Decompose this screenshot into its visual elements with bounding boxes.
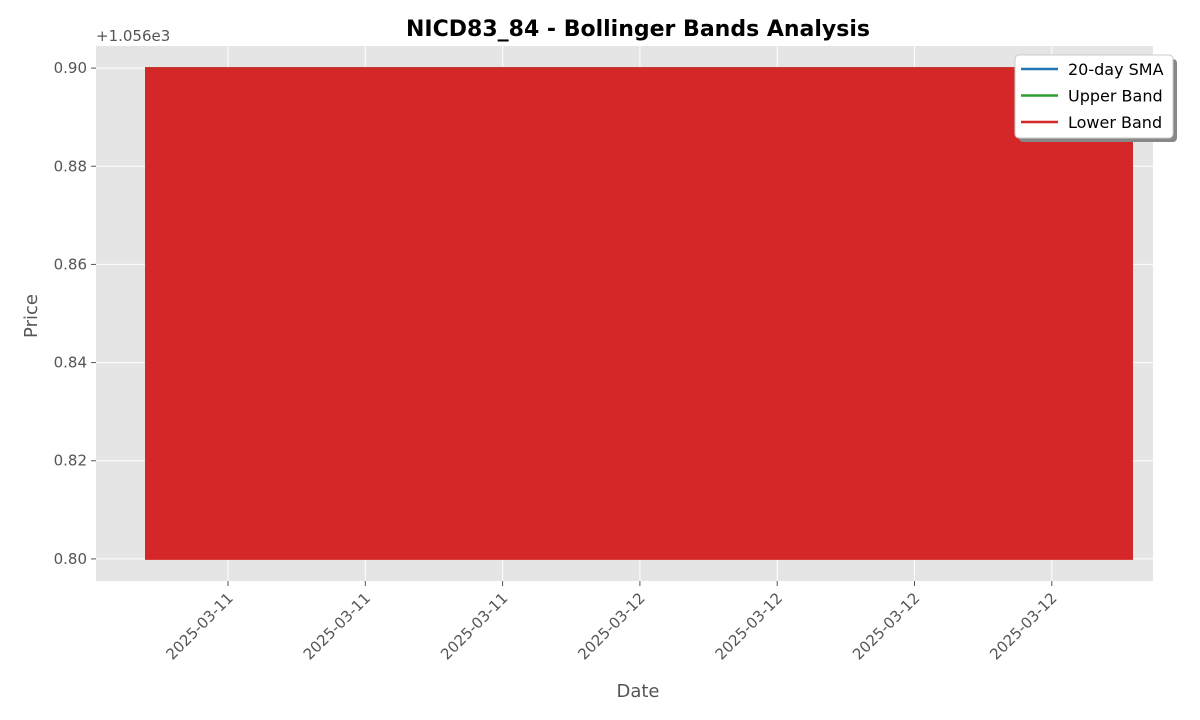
x-axis-label: Date — [616, 681, 659, 702]
y-tick-label: 0.90 — [54, 59, 87, 77]
x-tick-label: 2025-03-12 — [986, 589, 1060, 663]
y-tick-label: 0.88 — [54, 157, 87, 175]
x-tick-label: 2025-03-12 — [574, 589, 648, 663]
y-offset-label: +1.056e3 — [96, 27, 170, 45]
legend: 20-day SMA Upper Band Lower Band — [1014, 54, 1177, 142]
band-layer — [145, 67, 1133, 560]
legend-label: Upper Band — [1068, 87, 1163, 106]
y-tick-label: 0.82 — [54, 452, 87, 470]
x-tick-label: 2025-03-12 — [712, 589, 786, 663]
chart-title: NICD83_84 - Bollinger Bands Analysis — [406, 17, 870, 42]
y-tick-label: 0.80 — [54, 550, 87, 568]
legend-label: 20-day SMA — [1068, 60, 1164, 79]
y-axis: 0.80 0.82 0.84 0.86 0.88 0.90 — [54, 59, 96, 568]
x-tick-label: 2025-03-11 — [300, 589, 374, 663]
x-tick-label: 2025-03-11 — [437, 589, 511, 663]
y-axis-label: Price — [21, 294, 42, 338]
y-tick-label: 0.84 — [54, 354, 87, 372]
legend-label: Lower Band — [1068, 113, 1162, 132]
x-axis: 2025-03-11 2025-03-11 2025-03-11 2025-03-12… — [162, 581, 1061, 663]
band-fill — [145, 68, 1133, 559]
x-tick-label: 2025-03-11 — [162, 589, 236, 663]
x-tick-label: 2025-03-12 — [849, 589, 923, 663]
legend-box — [1014, 54, 1174, 139]
y-tick-label: 0.86 — [54, 255, 87, 273]
